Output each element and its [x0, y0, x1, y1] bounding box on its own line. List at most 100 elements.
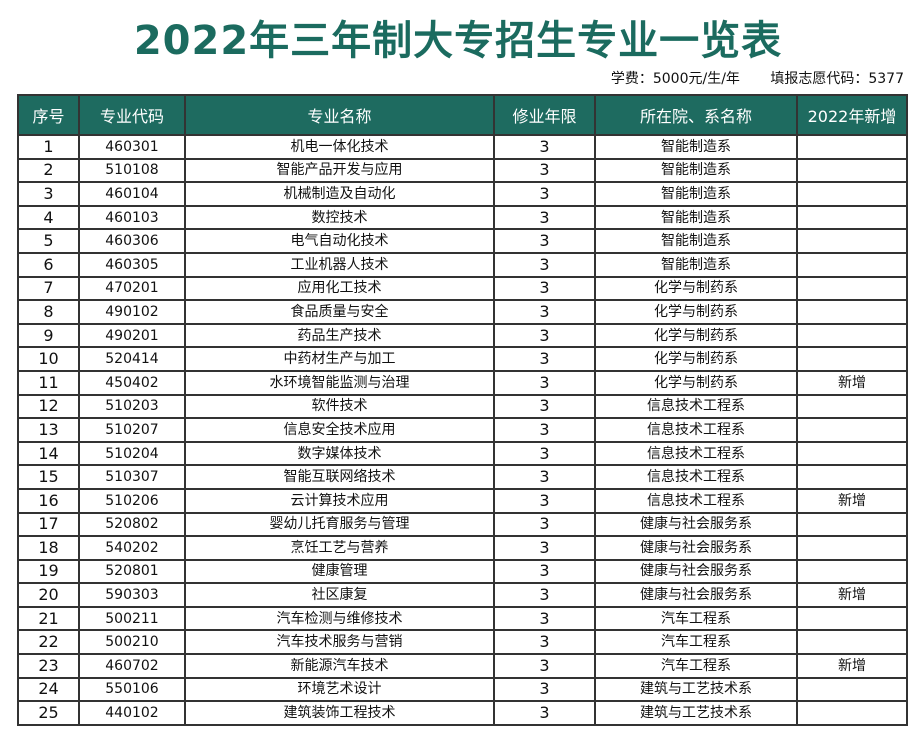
table-row: 6 460305 工业机器人技术 3 智能制造系: [17, 251, 908, 278]
cell-years: 3: [493, 464, 596, 490]
cell-years: 3: [493, 511, 596, 538]
table-row: 18 540202 烹饪工艺与营养 3 健康与社会服务系: [17, 535, 908, 561]
header-major: 专业名称: [184, 94, 495, 136]
cell-new: 新增: [796, 582, 908, 608]
cell-index: 2: [17, 157, 80, 184]
cell-index: 21: [17, 605, 80, 632]
table-row: 19 520801 健康管理 3 健康与社会服务系: [17, 558, 908, 585]
cell-index: 3: [17, 181, 80, 207]
cell-department: 健康与社会服务系: [594, 582, 798, 608]
cell-major: 食品质量与安全: [184, 299, 495, 325]
cell-major: 烹饪工艺与营养: [184, 535, 495, 561]
table-row: 15 510307 智能互联网络技术 3 信息技术工程系: [17, 464, 908, 490]
cell-code: 510203: [78, 393, 186, 420]
cell-years: 3: [493, 487, 596, 514]
cell-code: 510206: [78, 487, 186, 514]
cell-major: 社区康复: [184, 582, 495, 608]
cell-major: 汽车检测与维修技术: [184, 605, 495, 632]
cell-new: 新增: [796, 487, 908, 514]
fee-info: 学费：5000元/生/年 填报志愿代码：5377: [585, 68, 904, 88]
cell-code: 460305: [78, 251, 186, 278]
cell-new: [796, 393, 908, 420]
cell-department: 化学与制药系: [594, 299, 798, 325]
cell-new: [796, 440, 908, 467]
cell-major: 新能源汽车技术: [184, 653, 495, 679]
cell-new: [796, 700, 908, 726]
table-row: 7 470201 应用化工技术 3 化学与制药系: [17, 275, 908, 302]
cell-new: 新增: [796, 653, 908, 679]
cell-major: 药品生产技术: [184, 322, 495, 349]
header-index: 序号: [17, 94, 80, 136]
cell-years: 3: [493, 535, 596, 561]
table-row: 1 460301 机电一体化技术 3 智能制造系: [17, 134, 908, 160]
tuition-text: 学费：5000元/生/年: [610, 71, 740, 87]
cell-department: 汽车工程系: [594, 629, 798, 656]
cell-major: 建筑装饰工程技术: [184, 700, 495, 726]
cell-department: 信息技术工程系: [594, 393, 798, 420]
cell-code: 510108: [78, 157, 186, 184]
cell-department: 信息技术工程系: [594, 440, 798, 467]
cell-code: 540202: [78, 535, 186, 561]
cell-code: 460103: [78, 204, 186, 231]
cell-index: 4: [17, 204, 80, 231]
cell-index: 10: [17, 346, 80, 372]
cell-new: [796, 511, 908, 538]
cell-years: 3: [493, 181, 596, 207]
cell-major: 数字媒体技术: [184, 440, 495, 467]
cell-code: 470201: [78, 275, 186, 302]
application-code-text: 填报志愿代码：5377: [770, 71, 904, 87]
cell-major: 电气自动化技术: [184, 228, 495, 254]
cell-major: 数控技术: [184, 204, 495, 231]
cell-index: 19: [17, 558, 80, 585]
cell-new: [796, 558, 908, 585]
cell-new: 新增: [796, 369, 908, 396]
cell-new: [796, 228, 908, 254]
cell-index: 8: [17, 299, 80, 325]
cell-department: 智能制造系: [594, 204, 798, 231]
cell-new: [796, 134, 908, 160]
cell-new: [796, 417, 908, 443]
table-row: 23 460702 新能源汽车技术 3 汽车工程系 新增: [17, 653, 908, 679]
cell-new: [796, 605, 908, 632]
header-years: 修业年限: [493, 94, 596, 136]
cell-code: 520801: [78, 558, 186, 585]
table-row: 20 590303 社区康复 3 健康与社会服务系 新增: [17, 582, 908, 608]
table-row: 12 510203 软件技术 3 信息技术工程系: [17, 393, 908, 420]
cell-department: 智能制造系: [594, 157, 798, 184]
header-code: 专业代码: [78, 94, 186, 136]
table-row: 21 500211 汽车检测与维修技术 3 汽车工程系: [17, 605, 908, 632]
cell-years: 3: [493, 134, 596, 160]
cell-years: 3: [493, 299, 596, 325]
cell-index: 6: [17, 251, 80, 278]
cell-department: 信息技术工程系: [594, 417, 798, 443]
cell-years: 3: [493, 204, 596, 231]
cell-years: 3: [493, 251, 596, 278]
cell-code: 550106: [78, 676, 186, 703]
cell-major: 智能互联网络技术: [184, 464, 495, 490]
cell-index: 13: [17, 417, 80, 443]
header-new: 2022年新增: [796, 94, 908, 136]
cell-index: 7: [17, 275, 80, 302]
cell-new: [796, 346, 908, 372]
cell-department: 建筑与工艺技术系: [594, 676, 798, 703]
cell-index: 12: [17, 393, 80, 420]
cell-years: 3: [493, 582, 596, 608]
table-row: 24 550106 环境艺术设计 3 建筑与工艺技术系: [17, 676, 908, 703]
cell-code: 520802: [78, 511, 186, 538]
cell-new: [796, 181, 908, 207]
cell-code: 590303: [78, 582, 186, 608]
cell-years: 3: [493, 393, 596, 420]
table-row: 17 520802 婴幼儿托育服务与管理 3 健康与社会服务系: [17, 511, 908, 538]
cell-years: 3: [493, 700, 596, 726]
cell-major: 信息安全技术应用: [184, 417, 495, 443]
cell-index: 25: [17, 700, 80, 726]
cell-code: 500211: [78, 605, 186, 632]
cell-new: [796, 629, 908, 656]
table-row: 16 510206 云计算技术应用 3 信息技术工程系 新增: [17, 487, 908, 514]
table-row: 22 500210 汽车技术服务与营销 3 汽车工程系: [17, 629, 908, 656]
cell-department: 信息技术工程系: [594, 487, 798, 514]
cell-index: 20: [17, 582, 80, 608]
cell-index: 22: [17, 629, 80, 656]
cell-department: 健康与社会服务系: [594, 535, 798, 561]
cell-code: 510307: [78, 464, 186, 490]
